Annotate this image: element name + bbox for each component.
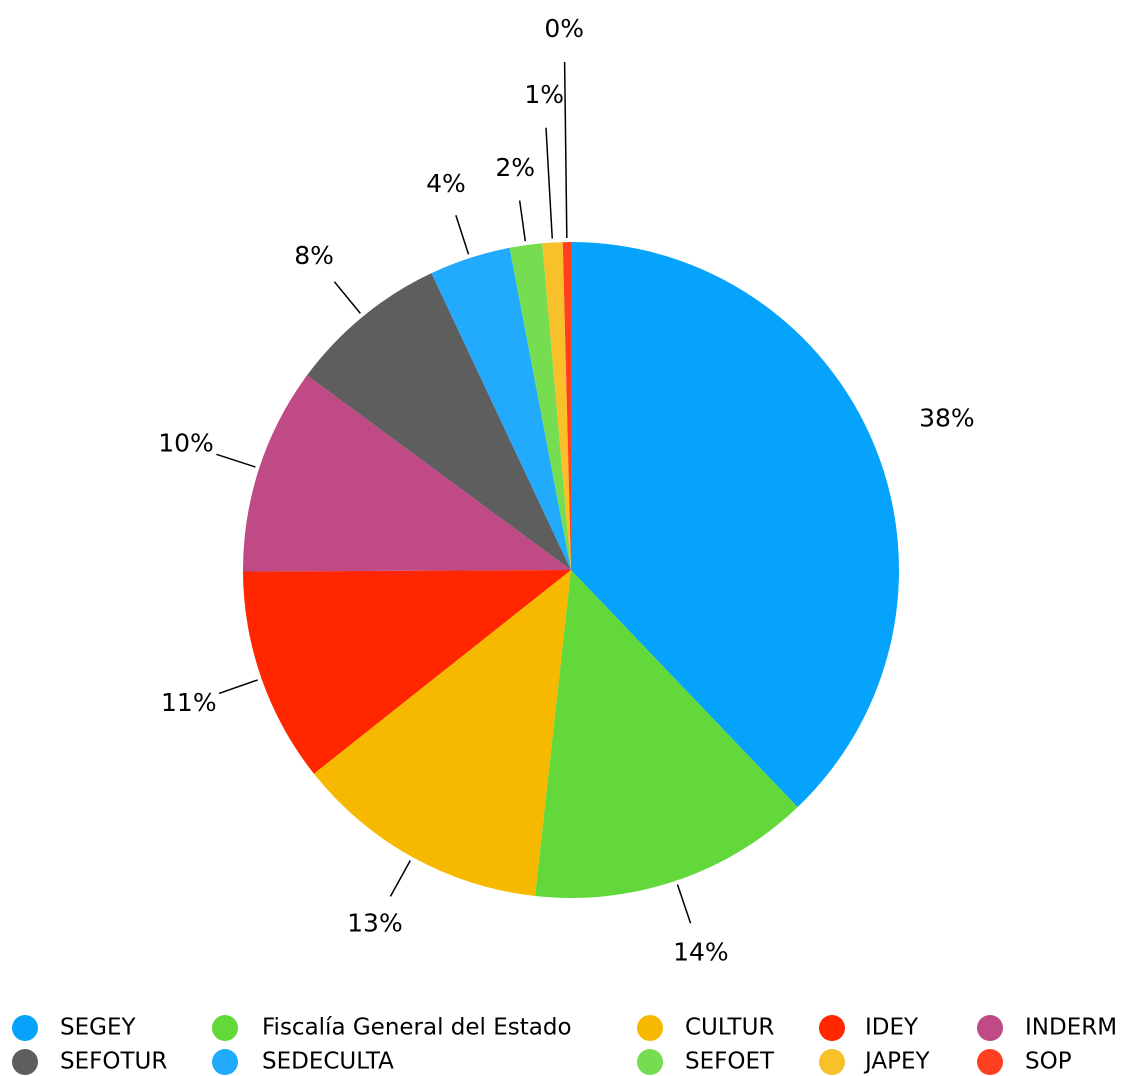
- pie-slice: [243, 375, 571, 572]
- data-label: 14%: [673, 938, 729, 967]
- legend-swatch: [212, 1049, 238, 1075]
- legend-swatch: [819, 1015, 845, 1041]
- data-label: 1%: [524, 80, 564, 109]
- pie-slice: [571, 242, 899, 808]
- data-label: 0%: [544, 14, 584, 43]
- leader-line: [676, 884, 692, 924]
- legend-swatch: [819, 1049, 845, 1075]
- pie-slice: [431, 247, 571, 570]
- legend-label: SEGEY: [60, 1015, 136, 1041]
- legend-label: CULTUR: [685, 1015, 774, 1041]
- leader-line: [389, 860, 411, 897]
- pie-slice: [509, 243, 571, 571]
- pie-slice: [307, 273, 571, 570]
- legend-swatch: [212, 1015, 238, 1041]
- data-label: 8%: [294, 241, 334, 270]
- legend-swatch: [977, 1049, 1003, 1075]
- leader-line: [455, 214, 470, 255]
- legend-swatch: [12, 1049, 38, 1075]
- pie-slice: [535, 570, 798, 898]
- legend-swatch: [637, 1015, 663, 1041]
- pie-slice: [313, 570, 571, 897]
- data-label: 4%: [426, 169, 466, 198]
- data-label: 38%: [919, 403, 975, 432]
- legend-label: IDEY: [865, 1015, 919, 1041]
- pie-slice: [562, 242, 571, 570]
- legend-label: SEDECULTA: [262, 1049, 394, 1075]
- leader-line: [216, 453, 256, 468]
- legend-label: SEFOTUR: [60, 1049, 167, 1075]
- leader-line: [333, 281, 361, 314]
- leader-line: [563, 62, 568, 239]
- legend-swatch: [977, 1015, 1003, 1041]
- legend-swatch: [12, 1015, 38, 1041]
- leader-line: [218, 679, 258, 695]
- leader-line: [545, 127, 554, 239]
- data-label: 10%: [158, 428, 214, 457]
- legend-label: SOP: [1025, 1049, 1072, 1075]
- legend-label: Fiscalía General del Estado: [262, 1015, 572, 1041]
- legend-label: JAPEY: [863, 1049, 931, 1075]
- leader-line: [518, 200, 527, 242]
- legend-swatch: [637, 1049, 663, 1075]
- data-label: 2%: [495, 153, 535, 182]
- legend-label: INDERM: [1025, 1015, 1117, 1041]
- data-label: 11%: [161, 688, 217, 717]
- data-label: 13%: [347, 908, 403, 937]
- pie-slice: [243, 570, 571, 774]
- pie-slice: [542, 242, 571, 570]
- legend-label: SEFOET: [685, 1049, 775, 1075]
